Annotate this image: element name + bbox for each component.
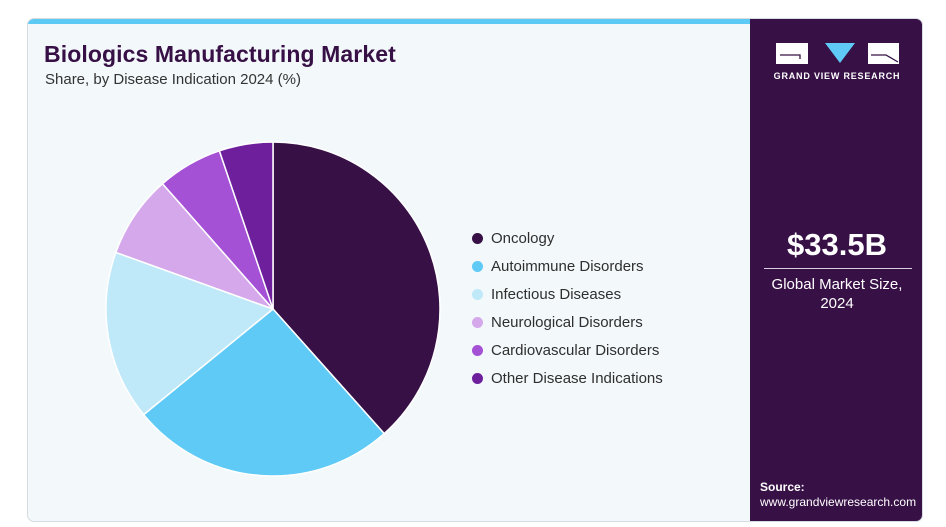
legend-item-neurological-disorders: Neurological Disorders xyxy=(472,308,663,336)
source-link[interactable]: www.grandviewresearch.com xyxy=(760,495,917,509)
legend-label: Autoimmune Disorders xyxy=(491,257,644,275)
legend-label: Cardiovascular Disorders xyxy=(491,341,660,359)
market-size-label-line1: Global Market Size, xyxy=(771,276,903,293)
legend-dot-icon xyxy=(472,232,483,244)
legend-label: Other Disease Indications xyxy=(491,369,663,387)
legend-dot-icon xyxy=(472,288,483,300)
grand-view-research-logo xyxy=(776,43,899,64)
legend-label: Infectious Diseases xyxy=(491,285,622,303)
side-panel: GRAND VIEW RESEARCH $33.5B Global Market… xyxy=(750,19,922,521)
chart-title: Biologics Manufacturing Market xyxy=(44,41,396,67)
legend-dot-icon xyxy=(472,372,483,384)
legend-dot-icon xyxy=(472,260,483,272)
chart-card: Biologics Manufacturing Market Share, by… xyxy=(27,18,923,522)
source: Source: www.grandviewresearch.com xyxy=(760,480,916,510)
pie-slice-oncology xyxy=(272,141,441,435)
pie-slice-other-disease-indications xyxy=(218,141,274,310)
accent-bar xyxy=(28,19,750,24)
pie-chart xyxy=(105,141,441,477)
legend-item-autoimmune-disorders: Autoimmune Disorders xyxy=(472,252,663,280)
divider xyxy=(764,268,912,269)
market-size-label: Global Market Size, 2024 xyxy=(750,275,922,313)
legend-item-other-disease-indications: Other Disease Indications xyxy=(472,364,663,392)
brand-name: GRAND VIEW RESEARCH xyxy=(773,71,901,81)
market-size-label-line2: 2024 xyxy=(820,295,854,312)
logo-r-block xyxy=(868,43,899,64)
legend-dot-icon xyxy=(472,316,483,328)
chart-legend: Oncology Autoimmune Disorders Infectious D… xyxy=(472,224,663,392)
chart-subtitle: Share, by Disease Indication 2024 (%) xyxy=(45,71,301,88)
legend-dot-icon xyxy=(472,344,483,356)
legend-label: Oncology xyxy=(491,229,555,247)
legend-item-cardiovascular-disorders: Cardiovascular Disorders xyxy=(472,336,663,364)
pie-slice-infectious-diseases xyxy=(105,251,274,416)
legend-label: Neurological Disorders xyxy=(491,313,643,331)
legend-item-infectious-diseases: Infectious Diseases xyxy=(472,280,663,308)
logo-v-triangle xyxy=(825,43,855,63)
pie-slice-autoimmune-disorders xyxy=(142,308,385,477)
logo-g-block xyxy=(776,43,808,64)
legend-item-oncology: Oncology xyxy=(472,224,663,252)
source-label: Source: xyxy=(760,480,805,494)
market-size-value: $33.5B xyxy=(787,227,887,262)
